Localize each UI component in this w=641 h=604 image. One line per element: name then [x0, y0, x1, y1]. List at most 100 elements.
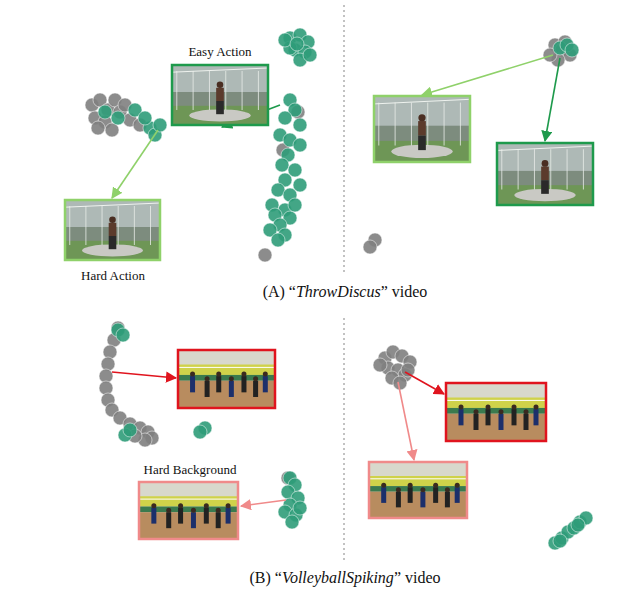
player: [396, 492, 401, 508]
figure: Easy ActionHard ActionHard Background(A)…: [0, 0, 641, 604]
cage-net: [134, 206, 135, 245]
cage-net: [172, 68, 268, 72]
point: [111, 111, 125, 125]
player-head: [486, 405, 491, 410]
player-head: [474, 409, 479, 414]
player-head: [151, 503, 156, 508]
player-head: [524, 409, 529, 414]
arrow: [422, 55, 553, 95]
cage-net: [85, 206, 86, 245]
point: [293, 118, 307, 132]
thumbnail-scene: [65, 200, 160, 260]
player: [151, 508, 156, 524]
thumbnail-frame: [369, 462, 467, 518]
player: [204, 508, 209, 524]
cage-net: [534, 149, 535, 189]
series: [111, 323, 307, 529]
thumbnails: [374, 55, 593, 205]
player-head: [408, 483, 413, 488]
gym-wall: [178, 350, 275, 408]
athlete-head: [542, 160, 549, 167]
caption-prefix: (B) “: [249, 569, 281, 587]
athlete-legs: [216, 101, 224, 114]
player-head: [226, 503, 231, 508]
caption: (B) “VolleyballSpiking” video: [249, 569, 440, 587]
arrow: [112, 372, 176, 378]
player-head: [166, 508, 171, 513]
player: [166, 512, 171, 528]
player: [229, 381, 234, 397]
athlete-body: [216, 88, 224, 101]
player-head: [512, 405, 517, 410]
point: [293, 178, 307, 192]
point: [293, 501, 307, 515]
caption-prefix: (A) “: [263, 283, 296, 301]
player-head: [216, 372, 221, 377]
cage-net: [374, 99, 470, 104]
thumbnail-frame: [374, 96, 470, 162]
caption-video-name: ThrowDiscus: [296, 283, 381, 300]
cage-net: [497, 146, 593, 150]
athlete-legs: [541, 180, 549, 194]
cage-net: [193, 71, 194, 110]
cage-net: [460, 103, 461, 146]
athlete-head: [217, 82, 224, 89]
net: [446, 400, 546, 401]
cage-net: [118, 206, 119, 245]
cage-net: [65, 203, 160, 207]
series: [373, 345, 417, 390]
series: [548, 511, 593, 550]
point: [571, 518, 585, 532]
player: [433, 487, 438, 503]
player-head: [241, 372, 246, 377]
point: [553, 534, 567, 548]
player-head: [216, 508, 221, 513]
cage-net: [427, 103, 428, 146]
thumbnail-frame: [178, 350, 275, 408]
point: [138, 111, 152, 125]
athlete-body: [109, 223, 117, 236]
player: [191, 512, 196, 528]
cage-net: [258, 71, 259, 110]
caption: (A) “ThrowDiscus” video: [263, 283, 428, 301]
thumbnails: Easy ActionHard Action: [65, 44, 280, 283]
point: [373, 358, 387, 372]
player-head: [178, 503, 183, 508]
net: [178, 367, 275, 368]
player: [216, 512, 221, 528]
point: [401, 363, 415, 377]
player: [420, 492, 425, 508]
thumbnail-frame: [139, 482, 238, 539]
divider: [343, 318, 344, 562]
sky: [65, 200, 160, 260]
annotation: Hard Action: [81, 268, 145, 283]
cage-net: [378, 103, 379, 146]
player-head: [263, 372, 268, 377]
player-head: [190, 372, 195, 377]
athlete-head: [109, 217, 116, 224]
player-head: [205, 376, 210, 381]
player-head: [499, 409, 504, 414]
point: [278, 111, 292, 125]
point: [275, 158, 289, 172]
player-head: [229, 376, 234, 381]
arrow: [398, 382, 414, 460]
thumbnail-scene: [446, 383, 546, 441]
athlete-legs: [418, 136, 426, 151]
player: [459, 409, 464, 425]
thumbnail-scene: [139, 482, 238, 539]
cage-net: [411, 103, 412, 146]
player-head: [433, 483, 438, 488]
cage-net: [518, 149, 519, 189]
player-head: [381, 483, 386, 488]
cage-net: [176, 71, 177, 110]
point: [98, 105, 112, 119]
scatter-panel: [99, 321, 307, 529]
player: [178, 508, 183, 524]
player: [381, 487, 386, 503]
player-head: [459, 405, 464, 410]
athlete-legs: [109, 236, 117, 249]
player: [190, 376, 195, 392]
player: [253, 381, 258, 397]
player: [241, 376, 246, 392]
